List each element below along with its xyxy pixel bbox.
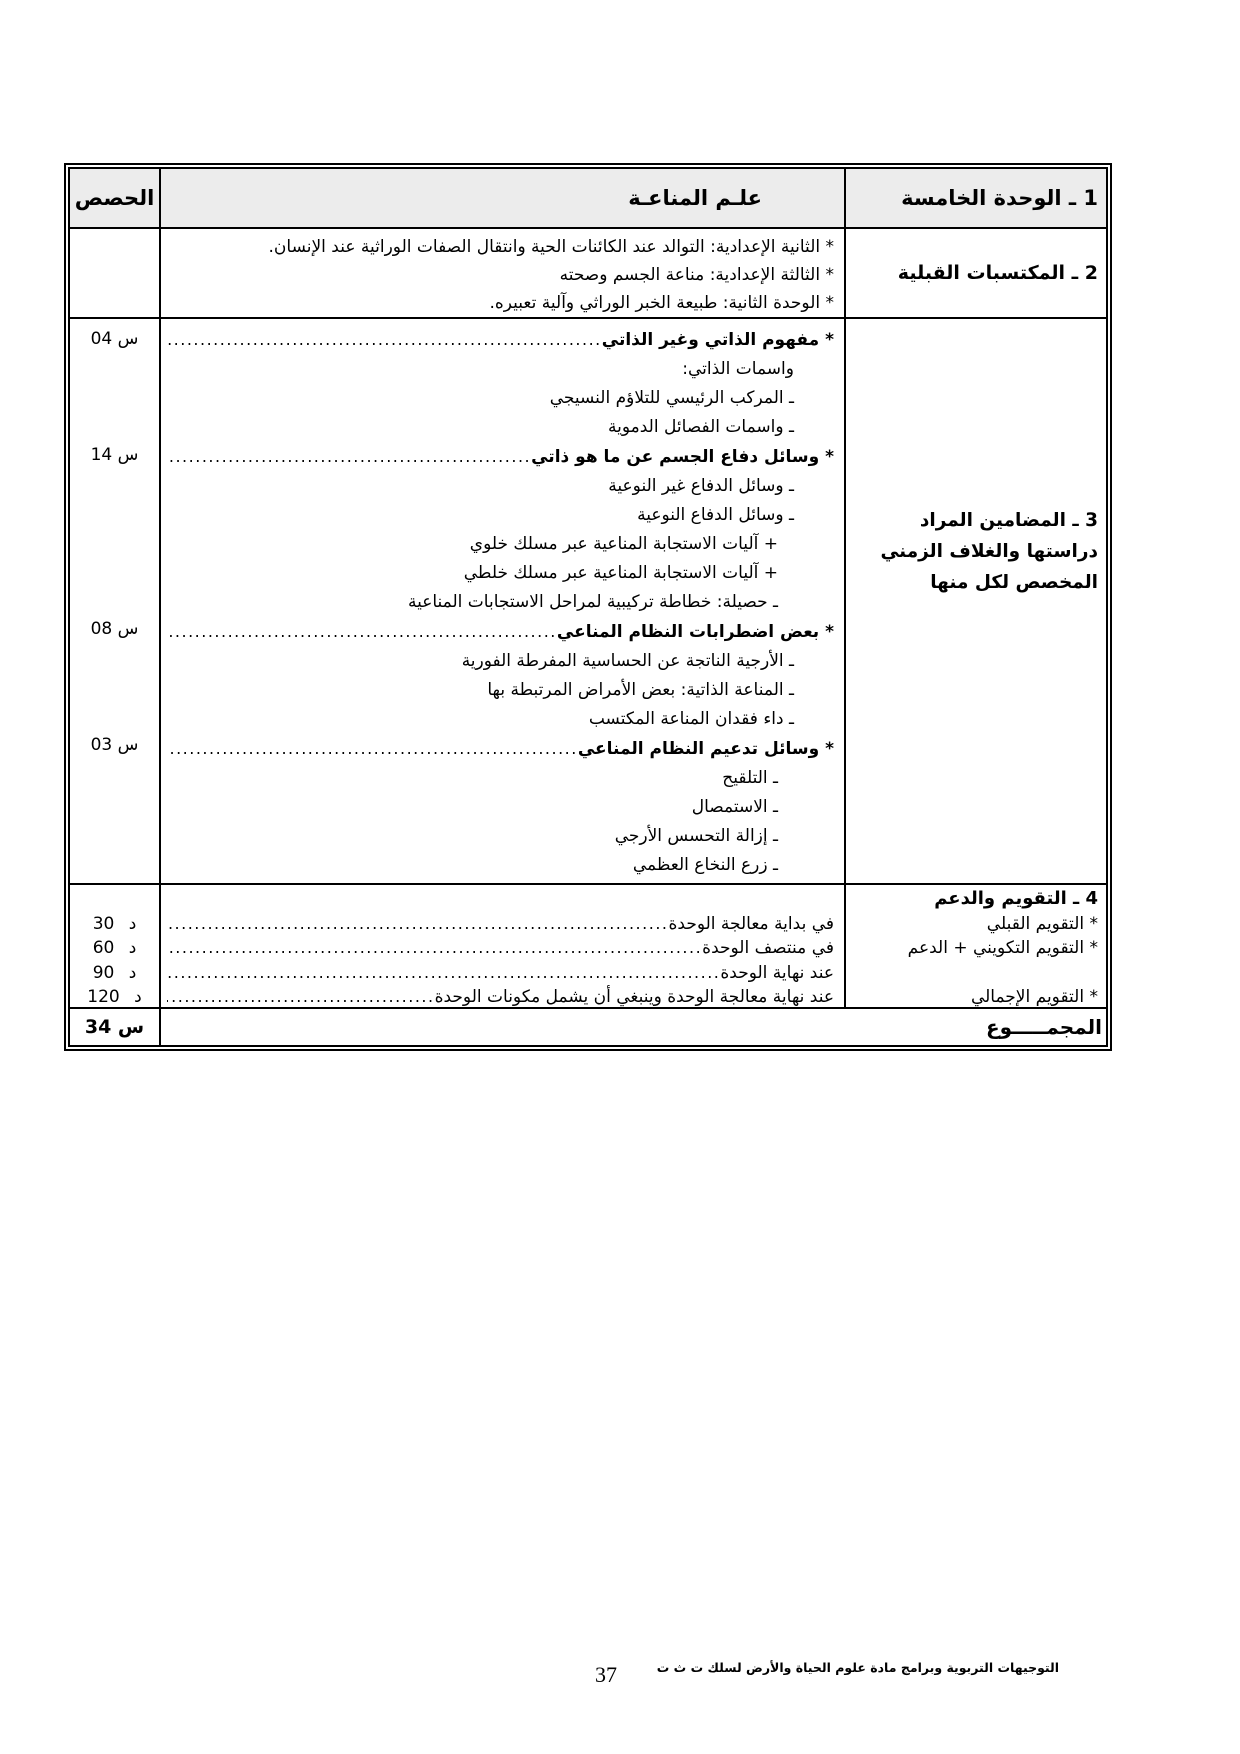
content-heading: * مفهوم الذاتي وغير الذاتي .............… <box>167 325 834 355</box>
content-line: + آليات الاستجابة المناعية عبر مسلك خلوي <box>469 534 778 554</box>
duration-value: 90 د <box>92 962 137 983</box>
prior-item: * الثالثة الإعدادية: مناعة الجسم وصحته <box>559 265 834 285</box>
total-label-cell: المجمـــــوع <box>159 1009 1106 1045</box>
content-line: ـ إزالة التحسس الأرجي <box>614 826 778 846</box>
table-header-row: 1 ـ الوحدة الخامسة علـم المناعـة الحصص <box>70 169 1106 227</box>
dot-leader: ........................................… <box>167 913 669 933</box>
prior-label: 2 ـ المكتسبات القبلية <box>897 262 1098 284</box>
duration-value: 30 د <box>92 913 137 934</box>
duration-spacer <box>70 887 159 912</box>
unit-title: 1 ـ الوحدة الخامسة <box>901 186 1098 210</box>
evaluation-line: في منتصف الوحدة ........................… <box>167 936 834 961</box>
evaluation-type: * التقويم القبلي <box>986 913 1098 934</box>
content-line: ـ حصيلة: خطاطة تركيبية لمراحل الاستجابات… <box>407 592 778 612</box>
dot-leader: ........................................… <box>167 739 578 758</box>
dot-leader: ........................................… <box>167 987 435 1007</box>
evaluation-content-cell: في بداية معالجة الوحدة .................… <box>159 885 844 1007</box>
subject-header-cell: علـم المناعـة <box>159 169 844 227</box>
content-line: ـ الأرجية الناتجة عن الحساسية المفرطة ال… <box>461 651 794 671</box>
content-line: ـ داء فقدان المناعة المكتسب <box>588 709 794 729</box>
hours-value: 04 س <box>90 329 139 349</box>
contents-content-cell: * مفهوم الذاتي وغير الذاتي .............… <box>159 319 844 883</box>
content-heading: * وسائل تدعيم النظام المناعي ...........… <box>167 734 834 764</box>
unit-header-cell: 1 ـ الوحدة الخامسة <box>844 169 1106 227</box>
evaluation-type-spacer <box>850 961 1098 986</box>
prior-item: * الثانية الإعدادية: التوالد عند الكائنا… <box>268 237 834 257</box>
evaluation-type: * التقويم الإجمالي <box>970 987 1098 1007</box>
prior-item: * الوحدة الثانية: طبيعة الخبر الوراثي وآ… <box>489 293 834 313</box>
evaluation-line: في بداية معالجة الوحدة .................… <box>167 912 834 937</box>
content-heading: * بعض اضطرابات النظام المناعي ..........… <box>167 617 834 647</box>
content-line: + آليات الاستجابة المناعية عبر مسلك خلطي <box>463 563 778 583</box>
page-number: 37 <box>595 1662 617 1687</box>
prior-hours-cell <box>70 229 159 317</box>
contents-label: 3 ـ المضامين المراد دراستها والغلاف الزم… <box>880 510 1098 593</box>
total-hours-value: 34 س <box>84 1016 145 1038</box>
content-heading: * وسائل دفاع الجسم عن ما هو ذاتي .......… <box>167 442 834 472</box>
evaluation-line: عند نهاية معالجة الوحدة وينبغي أن يشمل م… <box>167 985 834 1007</box>
dot-leader: ........................................… <box>167 622 557 641</box>
duration-value: 60 د <box>92 938 137 959</box>
contents-row: 3 ـ المضامين المراد دراستها والغلاف الزم… <box>70 317 1106 883</box>
content-line: ـ وسائل الدفاع النوعية <box>637 505 794 525</box>
dot-leader: ........................................… <box>167 962 721 982</box>
curriculum-unit-table: 1 ـ الوحدة الخامسة علـم المناعـة الحصص 2… <box>64 163 1112 1051</box>
content-line: ـ واسمات الفصائل الدموية <box>608 417 794 437</box>
evaluation-row: 4 ـ التقويم والدعم * التقويم القبلي * ال… <box>70 883 1106 1007</box>
content-line: ـ التلقيح <box>722 768 778 788</box>
prior-acquisitions-row: 2 ـ المكتسبات القبلية * الثانية الإعدادي… <box>70 227 1106 317</box>
contents-hours-cell: 04 س 14 س 08 س 03 س <box>70 319 159 883</box>
hours-value: 03 س <box>90 735 139 755</box>
evaluation-type: * التقويم التكويني + الدعم <box>907 938 1098 959</box>
hours-value: 08 س <box>90 619 139 639</box>
subject-title: علـم المناعـة <box>628 186 762 210</box>
content-line: ـ المركب الرئيسي للتلاؤم النسيجي <box>549 388 794 408</box>
evaluation-line: عند نهاية الوحدة .......................… <box>167 961 834 986</box>
content-line: ـ وسائل الدفاع غير النوعية <box>608 476 794 496</box>
evaluation-hours-cell: 30 د 60 د 90 د 120 د <box>70 885 159 1007</box>
duration-value: 120 د <box>87 987 142 1007</box>
prior-content-cell: * الثانية الإعدادية: التوالد عند الكائنا… <box>159 229 844 317</box>
total-label: المجمـــــوع <box>986 1015 1102 1039</box>
content-line: واسمات الذاتي: <box>682 359 794 379</box>
evaluation-spacer <box>167 887 834 912</box>
evaluation-label-cell: 4 ـ التقويم والدعم * التقويم القبلي * ال… <box>844 885 1106 1007</box>
dot-leader: ........................................… <box>167 330 602 349</box>
dot-leader: ........................................… <box>167 938 703 958</box>
sessions-header-cell: الحصص <box>70 169 159 227</box>
evaluation-label: 4 ـ التقويم والدعم <box>934 888 1098 909</box>
content-line: ـ المناعة الذاتية: بعض الأمراض المرتبطة … <box>487 680 794 700</box>
sessions-title: الحصص <box>74 186 155 210</box>
footer-note: التوجيهات التربوية وبرامج مادة علوم الحي… <box>656 1660 1059 1675</box>
content-line: ـ الاستمصال <box>691 797 778 817</box>
contents-label-cell: 3 ـ المضامين المراد دراستها والغلاف الزم… <box>844 319 1106 883</box>
prior-label-cell: 2 ـ المكتسبات القبلية <box>844 229 1106 317</box>
total-row: المجمـــــوع 34 س <box>70 1007 1106 1045</box>
hours-value: 14 س <box>90 445 139 465</box>
content-line: ـ زرع النخاع العظمي <box>632 855 778 875</box>
dot-leader: ........................................… <box>167 447 532 466</box>
total-hours-cell: 34 س <box>70 1009 159 1045</box>
